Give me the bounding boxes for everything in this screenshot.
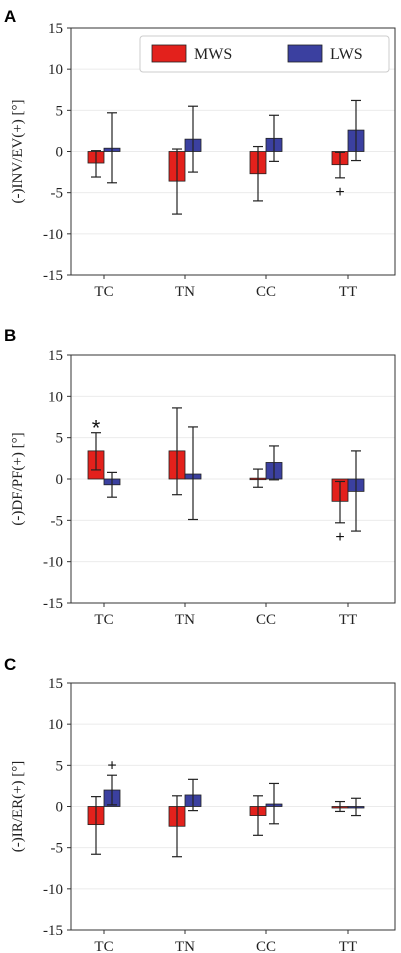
y-tick-label: -10 [43,555,63,571]
x-tick-label: TT [339,939,357,953]
y-axis-label: (-)IR/ER(+) [°] [10,761,26,853]
y-tick-label: 0 [56,472,64,488]
x-tick-label: TN [175,612,195,628]
plot-frame [70,682,396,931]
y-tick-label: 15 [48,348,63,364]
x-tick-label: CC [256,284,276,300]
y-tick-label: -10 [43,227,63,243]
legend-label-lws: LWS [330,46,363,63]
y-tick-label: -15 [43,268,63,284]
x-tick-label: TT [339,284,357,300]
plot-frame [70,354,396,604]
chart-panel-b: B -15 -10 -5 0 5 10 15 (-)DF/PF(+) [°] TC TN CC TT * + [4,326,396,628]
x-tick-label: TT [339,612,357,628]
significance-marker: + [335,184,344,201]
legend-swatch-lws [287,44,323,63]
y-axis-label: (-)DF/PF(+) [°] [10,432,26,525]
y-axis-label: (-)INV/EV(+) [°] [10,100,26,204]
y-tick-label: 10 [48,62,63,78]
legend: MWS LWS [139,35,390,73]
chart-panel-c: C -15 -10 -5 0 5 10 15 (-)IR/ER(+) [°] TC TN CC TT + [4,655,396,953]
y-tick-label: 5 [56,758,64,774]
y-tick-label: 5 [56,103,64,119]
y-tick-label: -15 [43,596,63,612]
y-tick-label: 5 [56,431,64,447]
legend-box [139,35,390,73]
legend-swatch-mws [151,44,187,63]
y-tick-label: -5 [51,841,64,857]
y-tick-label: -15 [43,923,63,939]
legend-label-mws: MWS [194,46,232,63]
x-tick-label: TC [94,284,113,300]
x-tick-label: CC [256,939,276,953]
x-tick-label: TN [175,284,195,300]
significance-marker: + [335,529,344,546]
y-tick-label: 15 [48,676,63,692]
y-tick-label: 0 [56,145,64,161]
y-tick-label: -5 [51,186,64,202]
plot-frame [70,27,396,276]
y-tick-label: 10 [48,717,63,733]
significance-marker: * [92,416,101,441]
x-tick-label: CC [256,612,276,628]
panel-letter: B [4,326,16,345]
significance-marker: + [107,758,116,775]
chart-panel-a: A -15 -10 -5 0 5 10 15 (-)INV/EV(+) [°] TC TN CC TT +… [4,7,396,300]
panel-letter: A [4,7,16,26]
y-tick-label: -5 [51,513,64,529]
panel-letter: C [4,655,16,674]
y-tick-label: -10 [43,882,63,898]
y-tick-label: 15 [48,21,63,37]
x-tick-label: TC [94,939,113,953]
x-tick-label: TN [175,939,195,953]
x-tick-label: TC [94,612,113,628]
y-tick-label: 0 [56,800,64,816]
y-tick-label: 10 [48,389,63,405]
